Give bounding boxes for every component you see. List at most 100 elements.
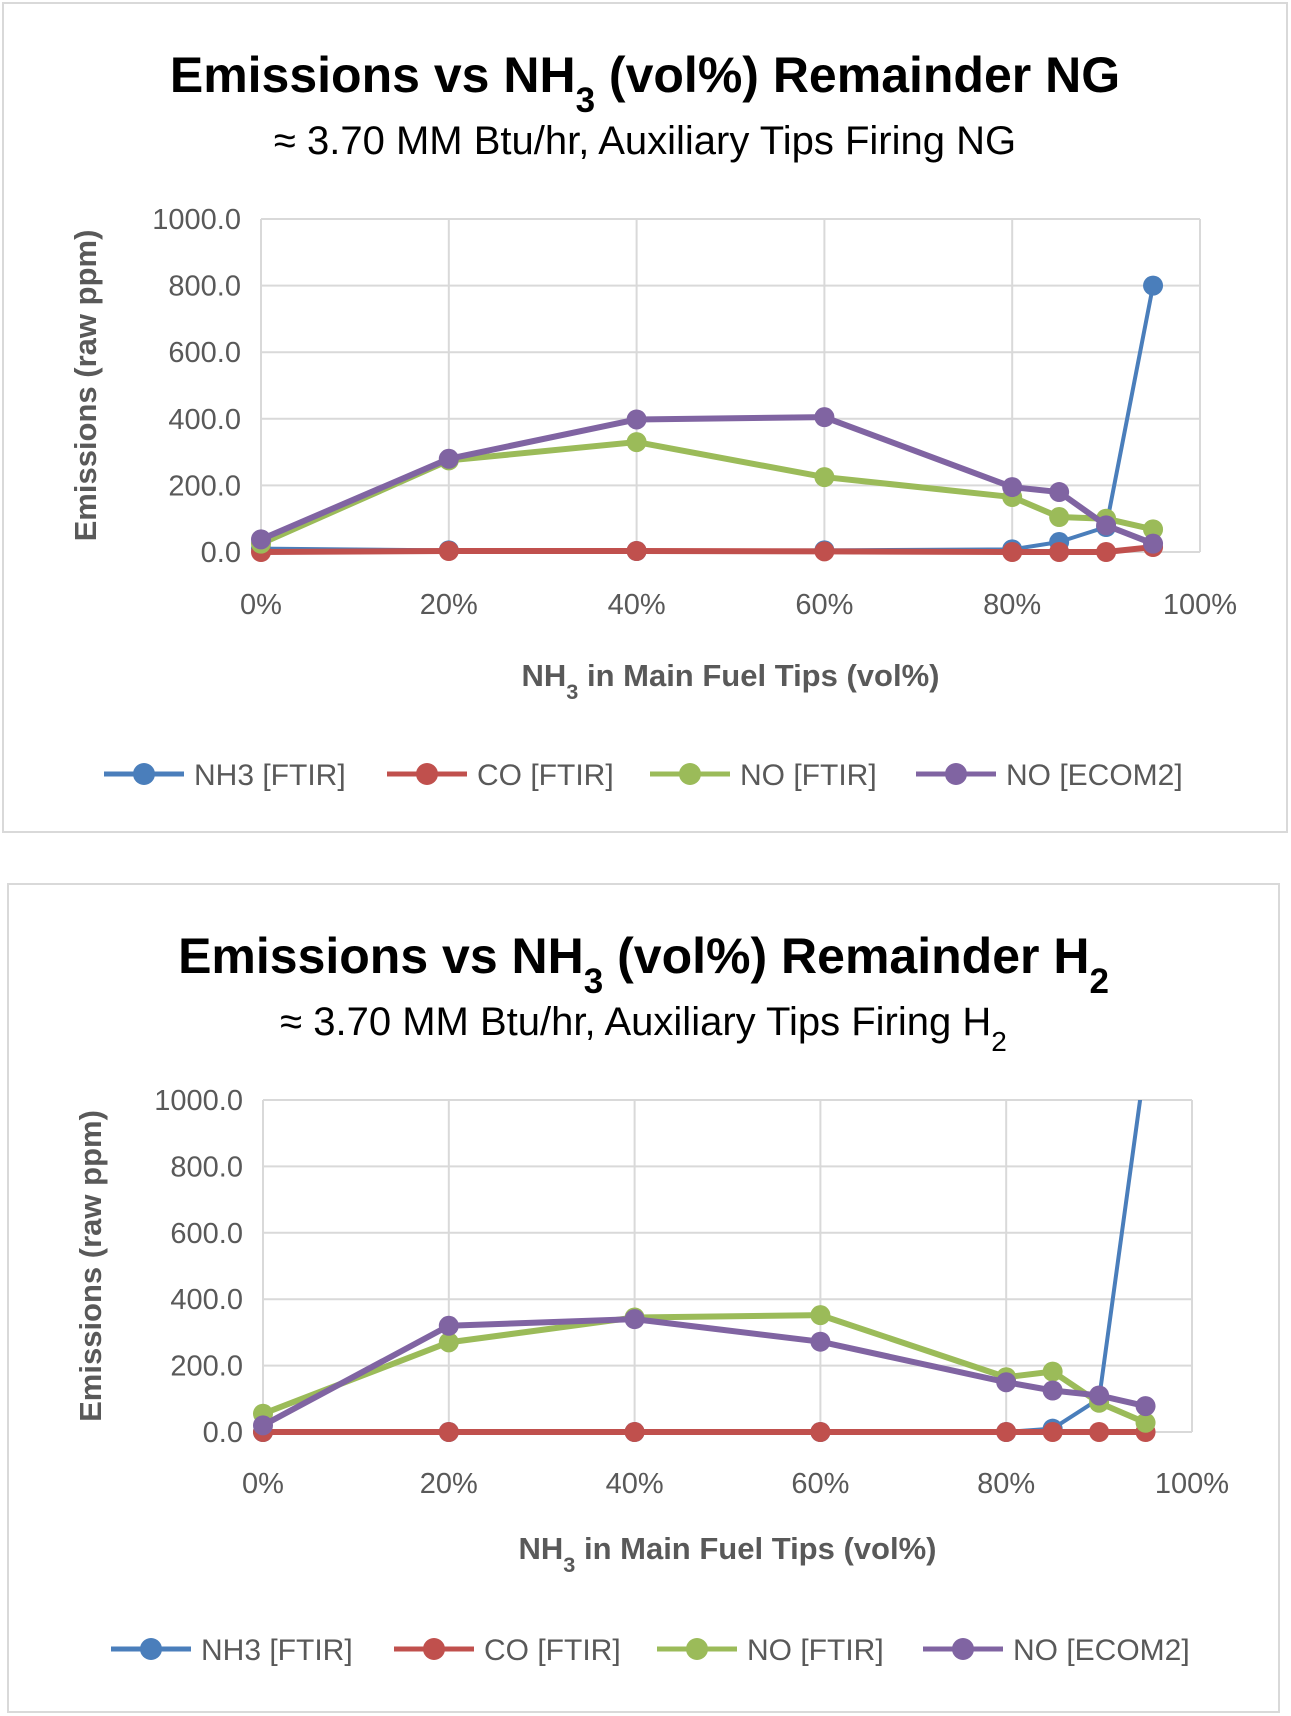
x-tick-label: 40% bbox=[608, 589, 666, 621]
text-part: NH bbox=[522, 658, 567, 693]
y-tick-label: 1000.0 bbox=[152, 204, 241, 236]
series-no-ftir bbox=[253, 1305, 1156, 1433]
x-tick-label: 80% bbox=[983, 589, 1041, 621]
x-tick-label: 60% bbox=[795, 589, 853, 621]
x-tick-label: 0% bbox=[242, 1468, 284, 1500]
series-line bbox=[261, 1312, 1147, 1426]
chart-title: Emissions vs NH3 (vol%) Remainder NG bbox=[170, 47, 1120, 120]
data-point bbox=[814, 407, 835, 428]
y-tick-label: 1000.0 bbox=[154, 1085, 243, 1117]
legend-marker bbox=[416, 763, 438, 785]
series-co-ftir bbox=[251, 537, 1164, 562]
y-tick-label: 800.0 bbox=[170, 1151, 243, 1183]
subscript: 3 bbox=[584, 962, 603, 1001]
legend-label: NH3 [FTIR] bbox=[201, 1634, 353, 1667]
data-point bbox=[438, 448, 459, 469]
data-point bbox=[810, 1305, 831, 1326]
text-part: Emissions vs NH bbox=[178, 928, 584, 984]
chart-remainder-ng: Emissions vs NH3 (vol%) Remainder NG ≈ 3.… bbox=[2, 2, 1288, 833]
plot-area bbox=[251, 275, 1164, 562]
chart-title: Emissions vs NH3 (vol%) Remainder H2 bbox=[178, 928, 1109, 1001]
data-point bbox=[1042, 1380, 1063, 1401]
data-point bbox=[626, 432, 647, 453]
text-part: in Main Fuel Tips (vol%) bbox=[575, 1531, 936, 1566]
plot-area bbox=[253, 1100, 1156, 1442]
data-point bbox=[814, 541, 835, 562]
chart-remainder-h2: Emissions vs NH3 (vol%) Remainder H2 ≈ 3.… bbox=[7, 883, 1280, 1713]
chart-svg: Emissions vs NH3 (vol%) Remainder H2≈ 3.… bbox=[73, 928, 1229, 1667]
data-point bbox=[996, 1422, 1017, 1442]
data-point bbox=[1049, 482, 1070, 503]
data-point bbox=[1143, 519, 1164, 540]
series-no-ecom2 bbox=[253, 1309, 1156, 1436]
x-axis-label: NH3 in Main Fuel Tips (vol%) bbox=[522, 658, 940, 704]
text-part: ≈ 3.70 MM Btu/hr, Auxiliary Tips Firing … bbox=[274, 119, 1016, 163]
data-point bbox=[624, 1422, 645, 1442]
legend-label: NO [ECOM2] bbox=[1006, 759, 1183, 792]
data-point bbox=[1049, 507, 1070, 528]
subscript: 3 bbox=[576, 81, 595, 120]
legend-item: NO [ECOM2] bbox=[923, 1634, 1190, 1667]
data-point bbox=[810, 1331, 831, 1352]
subscript: 2 bbox=[1089, 962, 1108, 1001]
chart-svg: Emissions vs NH3 (vol%) Remainder NG≈ 3.… bbox=[68, 47, 1237, 792]
chart-subtitle: ≈ 3.70 MM Btu/hr, Auxiliary Tips Firing … bbox=[274, 119, 1016, 163]
subscript: 2 bbox=[991, 1026, 1007, 1057]
text-part: in Main Fuel Tips (vol%) bbox=[578, 658, 939, 693]
data-point bbox=[1135, 1412, 1156, 1433]
data-point bbox=[1002, 542, 1023, 562]
y-axis-label: Emissions (raw ppm) bbox=[68, 230, 103, 542]
data-point bbox=[1135, 1396, 1156, 1417]
series-no-ecom2 bbox=[251, 407, 1164, 554]
legend-item: CO [FTIR] bbox=[394, 1634, 621, 1667]
chart-subtitle: ≈ 3.70 MM Btu/hr, Auxiliary Tips Firing … bbox=[280, 1000, 1007, 1057]
data-point bbox=[1143, 533, 1164, 554]
data-point bbox=[1143, 275, 1164, 296]
data-point bbox=[626, 409, 647, 430]
data-point bbox=[1042, 1422, 1063, 1442]
y-tick-label: 0.0 bbox=[201, 537, 241, 569]
data-point bbox=[810, 1422, 831, 1442]
x-tick-label: 0% bbox=[240, 589, 282, 621]
legend-label: CO [FTIR] bbox=[484, 1634, 621, 1667]
data-point bbox=[1089, 1385, 1110, 1406]
x-tick-label: 100% bbox=[1163, 589, 1237, 621]
legend-label: CO [FTIR] bbox=[477, 759, 614, 792]
x-tick-label: 60% bbox=[791, 1468, 849, 1500]
legend-marker bbox=[679, 763, 701, 785]
x-tick-label: 100% bbox=[1155, 1468, 1229, 1500]
data-point bbox=[438, 541, 459, 562]
text-part: (vol%) Remainder NG bbox=[595, 47, 1120, 103]
y-tick-label: 600.0 bbox=[170, 1218, 243, 1250]
x-tick-label: 20% bbox=[420, 589, 478, 621]
legend-marker bbox=[140, 1638, 162, 1660]
data-point bbox=[1002, 477, 1023, 498]
legend-marker bbox=[133, 763, 155, 785]
data-point bbox=[1096, 515, 1117, 536]
legend-label: NO [FTIR] bbox=[740, 759, 877, 792]
data-point bbox=[1089, 1422, 1110, 1442]
legend-marker bbox=[686, 1638, 708, 1660]
series-no-ftir bbox=[251, 432, 1164, 554]
series-co-ftir bbox=[253, 1422, 1156, 1442]
data-point bbox=[624, 1309, 645, 1330]
text-part: Emissions vs NH bbox=[170, 47, 576, 103]
legend-label: NH3 [FTIR] bbox=[194, 759, 346, 792]
x-axis-label: NH3 in Main Fuel Tips (vol%) bbox=[519, 1531, 937, 1577]
legend-item: NO [FTIR] bbox=[650, 759, 877, 792]
x-tick-label: 40% bbox=[606, 1468, 664, 1500]
y-tick-label: 200.0 bbox=[168, 470, 241, 502]
data-point bbox=[438, 1332, 459, 1353]
y-tick-label: 400.0 bbox=[168, 404, 241, 436]
data-point bbox=[626, 541, 647, 562]
data-point bbox=[251, 529, 271, 550]
data-point bbox=[996, 1372, 1017, 1393]
legend-item: CO [FTIR] bbox=[387, 759, 614, 792]
data-point bbox=[1049, 542, 1070, 562]
text-part: (vol%) Remainder H bbox=[603, 928, 1089, 984]
legend-marker bbox=[952, 1638, 974, 1660]
legend-marker bbox=[945, 763, 967, 785]
subscript: 3 bbox=[563, 1552, 575, 1577]
y-tick-label: 600.0 bbox=[168, 337, 241, 369]
subscript: 3 bbox=[566, 679, 578, 704]
